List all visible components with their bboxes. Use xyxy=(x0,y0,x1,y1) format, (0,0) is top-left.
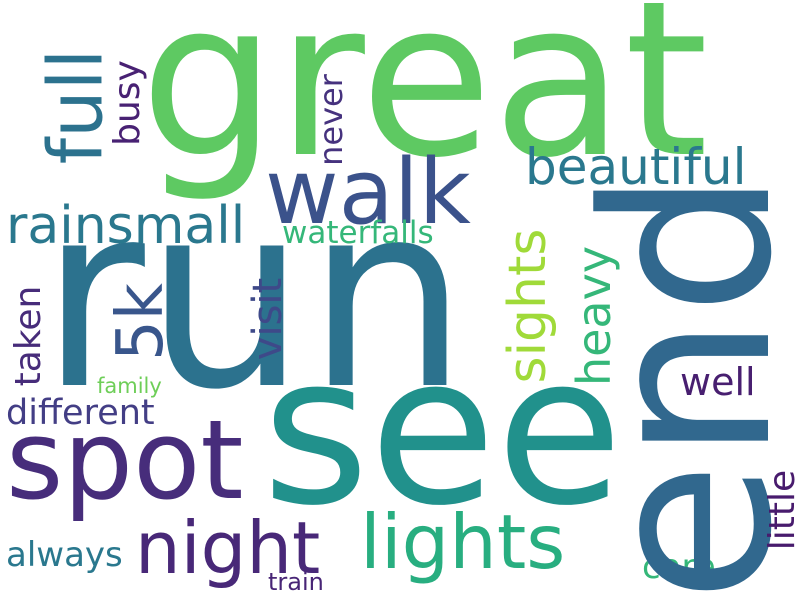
word-visit: visit xyxy=(245,277,291,361)
word-care: care xyxy=(642,547,716,587)
word-train: train xyxy=(268,568,324,596)
word-heavy: heavy xyxy=(567,245,621,387)
word-little: little xyxy=(762,469,800,551)
word-rainsmall: rainsmall xyxy=(6,196,246,256)
word-full: full xyxy=(31,48,120,165)
word-never: never xyxy=(312,74,350,166)
word-always: always xyxy=(6,535,123,575)
word-taken: taken xyxy=(8,285,49,387)
word-busy: busy xyxy=(107,60,148,146)
word-lights: lights xyxy=(360,498,566,586)
word-waterfalls: waterfalls xyxy=(282,215,434,251)
word-family: family xyxy=(97,374,162,398)
word-spot: spot xyxy=(6,396,244,524)
word-run: run xyxy=(40,149,469,446)
word-walk: walk xyxy=(265,140,471,245)
word-great: great xyxy=(140,0,709,205)
word-different: different xyxy=(6,393,155,433)
word-beautiful: beautiful xyxy=(525,138,747,196)
word-sights: sights xyxy=(498,228,558,384)
word-5k: 5k xyxy=(104,283,178,361)
word-well: well xyxy=(680,360,756,404)
word-see: see xyxy=(262,311,623,551)
word-night: night xyxy=(135,506,321,590)
